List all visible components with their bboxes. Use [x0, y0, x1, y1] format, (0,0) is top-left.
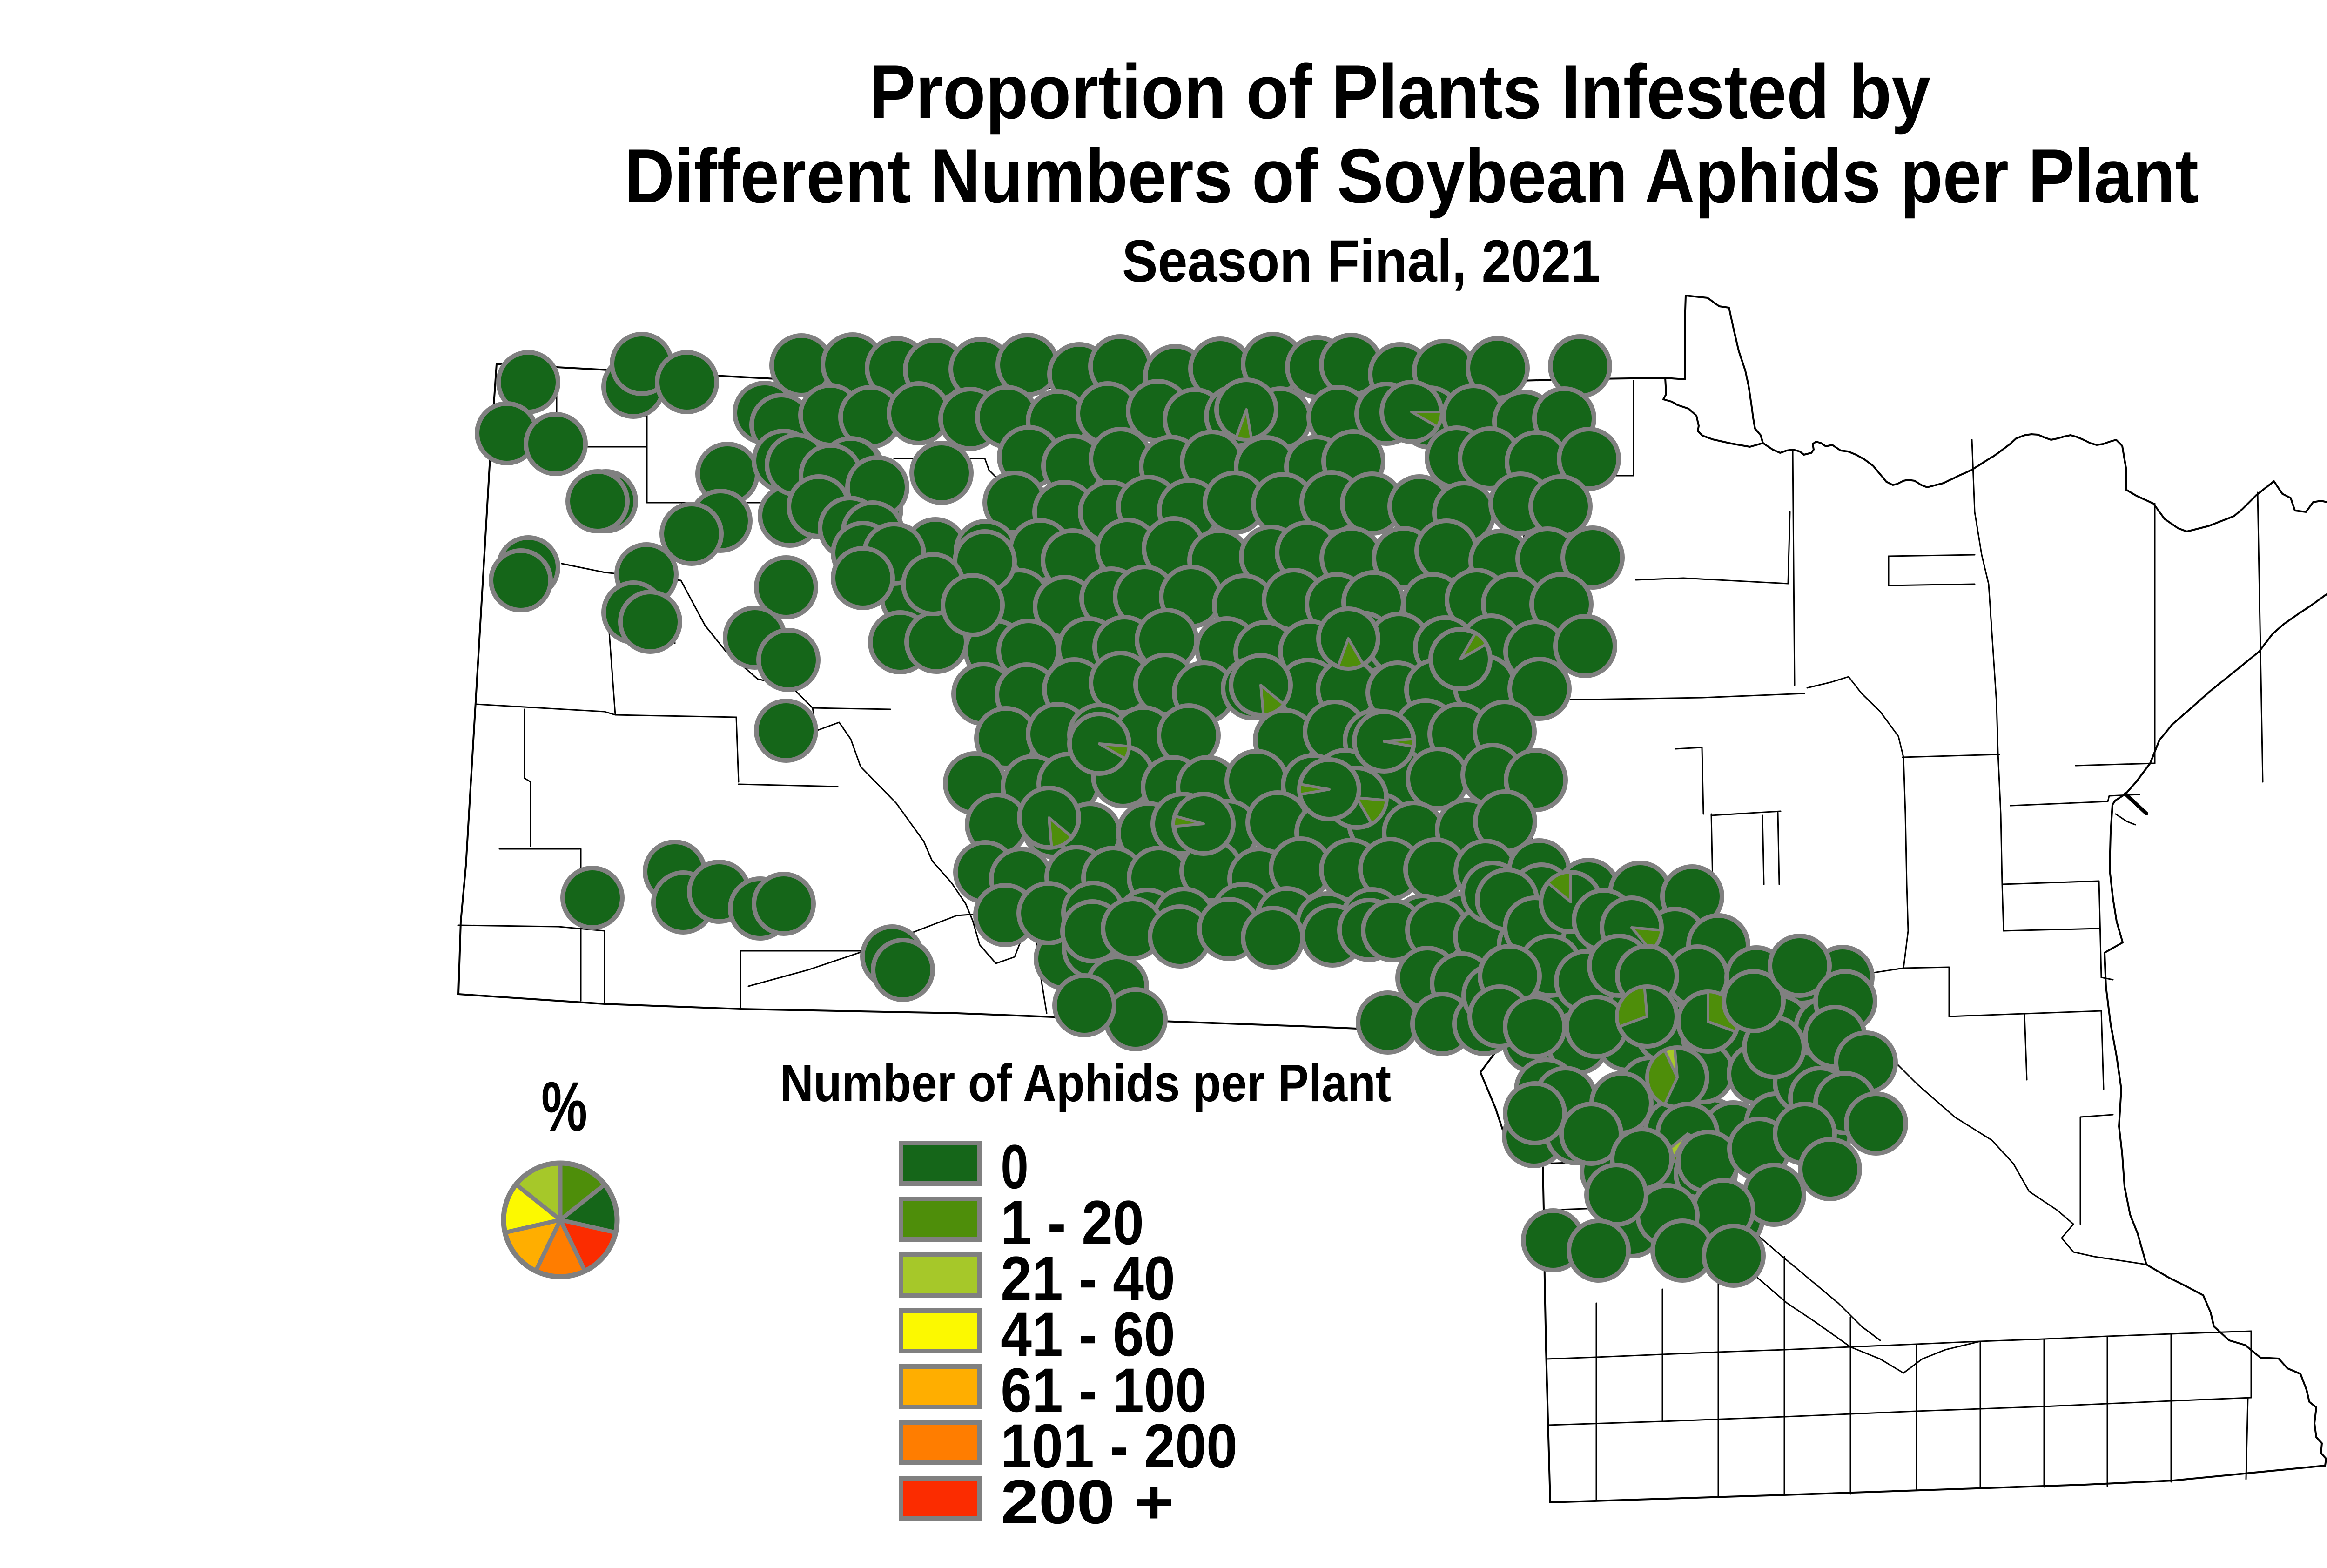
- svg-text:%: %: [541, 1067, 587, 1145]
- svg-text:41 - 60: 41 - 60: [1001, 1300, 1175, 1369]
- svg-text:200 +: 200 +: [1001, 1467, 1174, 1537]
- svg-text:Season Final, 2021: Season Final, 2021: [1122, 228, 1601, 295]
- svg-text:Number of Aphids per Plant: Number of Aphids per Plant: [780, 1054, 1391, 1112]
- svg-text:Proportion of Plants Infested: Proportion of Plants Infested by: [869, 49, 1930, 135]
- svg-text:1 - 20: 1 - 20: [1001, 1188, 1144, 1258]
- svg-text:21 - 40: 21 - 40: [1001, 1244, 1175, 1313]
- svg-text:101 - 200: 101 - 200: [1001, 1412, 1237, 1481]
- svg-text:Different Numbers of Soybean A: Different Numbers of Soybean Aphids per …: [624, 133, 2199, 219]
- svg-text:61 - 100: 61 - 100: [1001, 1356, 1206, 1425]
- svg-text:0: 0: [1001, 1132, 1029, 1202]
